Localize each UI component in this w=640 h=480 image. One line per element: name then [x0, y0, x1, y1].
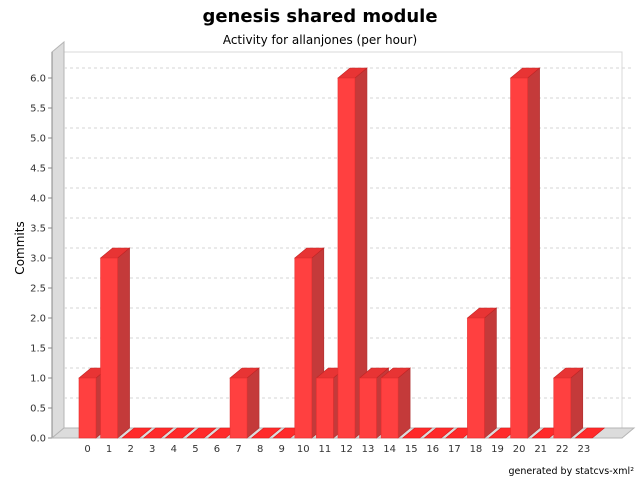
- x-tick-label: 21: [534, 444, 547, 455]
- x-tick-label: 7: [235, 444, 241, 455]
- x-tick-label: 16: [426, 444, 439, 455]
- y-tick-label: 2.5: [30, 284, 46, 295]
- bar-side: [246, 367, 260, 439]
- x-tick-label: 6: [214, 444, 220, 455]
- y-tick-label: 4.0: [30, 194, 46, 205]
- bar: [316, 377, 334, 439]
- x-tick-label: 13: [362, 444, 375, 455]
- bar-side: [527, 67, 540, 439]
- y-tick-label: 2.0: [30, 314, 46, 325]
- x-tick-label: 2: [127, 444, 133, 455]
- x-tick-label: 12: [340, 444, 353, 455]
- x-tick-label: 10: [297, 444, 310, 455]
- y-tick-label: 0.5: [30, 404, 46, 415]
- bar: [100, 257, 118, 439]
- bar-zero: [423, 427, 455, 439]
- x-tick-label: 17: [448, 444, 461, 455]
- y-axis-label: Commits: [13, 221, 27, 274]
- chart-title: genesis shared module: [202, 6, 438, 27]
- x-tick-label: 11: [319, 444, 332, 455]
- bar-side: [117, 247, 130, 439]
- y-tick-label: 1.5: [30, 344, 46, 355]
- x-tick-label: 23: [577, 444, 590, 455]
- x-tick-label: 4: [171, 444, 177, 455]
- bar-zero: [186, 427, 217, 439]
- bar-zero: [121, 427, 152, 439]
- y-tick-label: 0.0: [30, 434, 46, 445]
- y-tick-label: 3.5: [30, 224, 46, 235]
- x-tick-label: 22: [556, 444, 569, 455]
- x-tick-label: 15: [405, 444, 418, 455]
- x-tick-label: 8: [257, 444, 263, 455]
- bar-zero: [164, 427, 196, 439]
- x-tick-label: 20: [513, 444, 526, 455]
- bar-side: [570, 367, 584, 439]
- x-tick-label: 9: [279, 444, 285, 455]
- bar: [359, 377, 377, 439]
- chart-subtitle: Activity for allanjones (per hour): [222, 33, 418, 47]
- bar-zero: [401, 427, 433, 439]
- x-tick-label: 5: [192, 444, 198, 455]
- x-tick-label: 18: [470, 444, 483, 455]
- y-tick-label: 5.5: [30, 104, 46, 115]
- x-tick-label: 3: [149, 444, 155, 455]
- bar-zero: [574, 427, 606, 439]
- y-tick-label: 6.0: [30, 74, 46, 85]
- x-tick-label: 0: [84, 444, 90, 455]
- bar: [78, 377, 97, 439]
- bar: [229, 377, 248, 439]
- y-tick-label: 4.5: [30, 164, 46, 175]
- y-tick-label: 5.0: [30, 134, 46, 145]
- footer-credit: generated by statcvs-xml²: [508, 466, 634, 477]
- bar: [510, 77, 528, 439]
- bar-zero: [250, 427, 282, 439]
- left-wall: [51, 40, 65, 440]
- bar: [294, 257, 313, 439]
- x-tick-label: 1: [106, 444, 112, 455]
- y-tick-label: 1.0: [30, 374, 46, 385]
- bar: [467, 317, 485, 439]
- bar-side: [484, 307, 497, 439]
- bar: [553, 377, 572, 439]
- bar: [337, 77, 356, 439]
- y-tick-label: 3.0: [30, 254, 46, 265]
- x-tick-label: 14: [383, 444, 396, 455]
- bar: [380, 377, 399, 439]
- x-tick-label: 19: [491, 444, 504, 455]
- bar-side: [397, 367, 411, 439]
- bar-zero: [142, 427, 174, 439]
